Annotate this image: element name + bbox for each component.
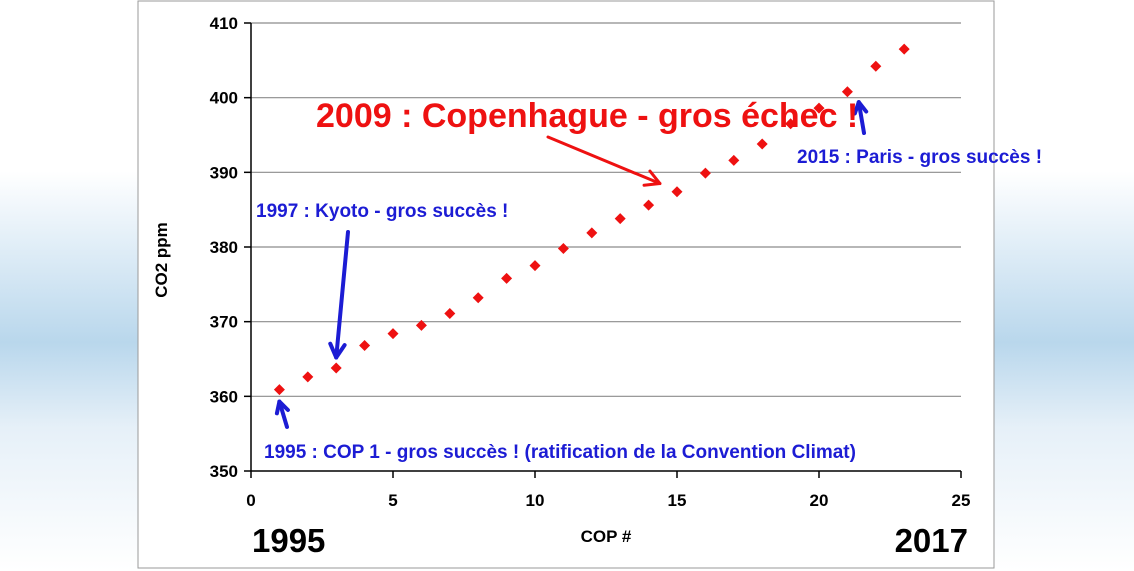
y-tick-label-390: 390 (210, 163, 238, 182)
data-points (273, 43, 910, 396)
data-point-8 (472, 292, 484, 304)
data-point-5 (387, 328, 399, 340)
data-point-11 (557, 242, 569, 254)
data-point-18 (756, 138, 768, 150)
data-point-14 (643, 199, 655, 211)
data-point-21 (841, 86, 853, 98)
y-tick-label-370: 370 (210, 313, 238, 332)
data-point-19 (785, 118, 797, 130)
x-tick-label-0: 0 (246, 491, 255, 510)
end-year-label: 2017 (895, 522, 968, 559)
data-point-9 (501, 272, 513, 284)
y-tick-label-410: 410 (210, 14, 238, 33)
data-point-10 (529, 260, 541, 272)
data-point-4 (359, 340, 371, 352)
tick-labels: 350 360 370 380 390 400 410 0 5 10 15 20 25 (210, 14, 971, 510)
data-point-17 (728, 154, 740, 166)
paris-arrow (852, 100, 869, 135)
kyoto-arrow (328, 230, 350, 360)
y-tick-label-350: 350 (210, 462, 238, 481)
x-axis-title: COP # (581, 527, 632, 546)
y-axis-title: CO2 ppm (152, 222, 171, 298)
data-point-6 (415, 319, 427, 331)
data-point-7 (444, 307, 456, 319)
data-point-3 (330, 362, 342, 374)
grid-lines (251, 22, 961, 397)
data-point-23 (898, 43, 910, 55)
y-tick-label-360: 360 (210, 387, 238, 406)
paris-annotation: 2015 : Paris - gros succès ! (797, 147, 1042, 168)
x-tick-label-25: 25 (952, 491, 971, 510)
annotation-arrows (274, 100, 869, 429)
data-point-15 (671, 186, 683, 198)
data-point-13 (614, 213, 626, 225)
copenhague-arrow (546, 135, 662, 187)
data-point-22 (870, 60, 882, 72)
cop1-annotation: 1995 : COP 1 - gros succès ! (ratificati… (264, 442, 856, 463)
data-point-1 (273, 384, 285, 396)
axes (244, 22, 962, 478)
x-tick-label-10: 10 (526, 491, 545, 510)
copenhague-annotation: 2009 : Copenhague - gros échec ! (316, 97, 858, 135)
kyoto-annotation: 1997 : Kyoto - gros succès ! (256, 201, 508, 222)
y-tick-label-400: 400 (210, 89, 238, 108)
data-point-12 (586, 227, 598, 239)
x-tick-label-5: 5 (388, 491, 397, 510)
data-point-20 (813, 102, 825, 114)
y-tick-label-380: 380 (210, 238, 238, 257)
data-point-2 (302, 371, 314, 383)
x-tick-label-15: 15 (668, 491, 687, 510)
start-year-label: 1995 (252, 522, 325, 559)
chart-panel (137, 0, 995, 569)
x-tick-label-20: 20 (810, 491, 829, 510)
data-point-16 (699, 167, 711, 179)
cop1-arrow (274, 399, 290, 429)
